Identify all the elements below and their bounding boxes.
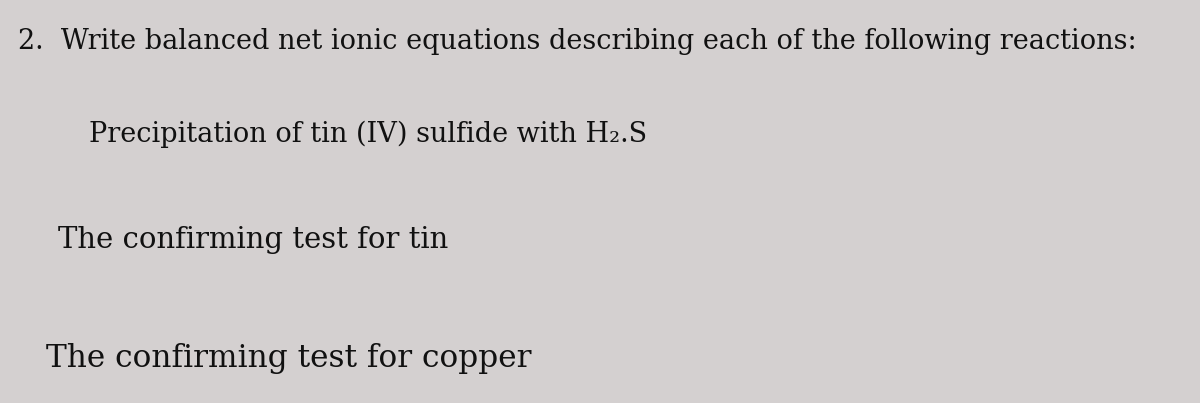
Text: The confirming test for copper: The confirming test for copper <box>46 343 532 374</box>
Text: 2.  Write balanced net ionic equations describing each of the following reaction: 2. Write balanced net ionic equations de… <box>18 28 1136 55</box>
Text: The confirming test for tin: The confirming test for tin <box>58 226 448 253</box>
Text: Precipitation of tin (IV) sulfide with H₂.S: Precipitation of tin (IV) sulfide with H… <box>89 121 647 148</box>
